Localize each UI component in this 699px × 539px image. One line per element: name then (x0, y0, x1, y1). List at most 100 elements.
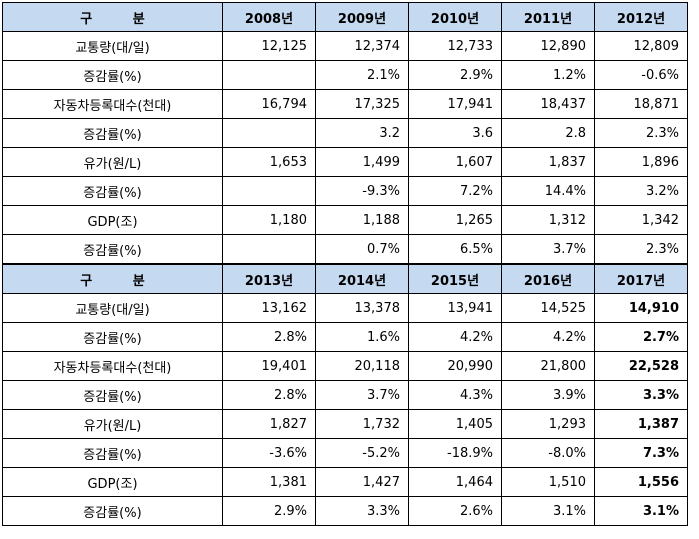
value-cell: 1,499 (315, 147, 409, 177)
value-cell: 3.7% (315, 380, 409, 410)
header-row: 구 분 2013년 2014년 2015년 2016년 2017년 (2, 263, 688, 294)
value-cell: -5.2% (315, 438, 409, 468)
value-cell: 12,374 (315, 31, 409, 61)
value-cell: 12,809 (594, 31, 688, 61)
value-cell (222, 234, 316, 265)
row-label: 증감률(%) (2, 176, 223, 206)
value-cell (222, 60, 316, 90)
value-cell: 21,800 (501, 351, 595, 381)
table-row: 자동차등록대수(천대) 19,401 20,118 20,990 21,800 22,52… (2, 351, 688, 381)
row-label: 증감률(%) (2, 234, 223, 265)
row-label: GDP(조) (2, 205, 223, 235)
table-row: 증감률(%) -9.3% 7.2% 14.4% 3.2% (2, 176, 688, 206)
value-cell: 12,125 (222, 31, 316, 61)
value-cell: 1,405 (408, 409, 502, 439)
row-label: 교통량(대/일) (2, 31, 223, 61)
row-label: 자동차등록대수(천대) (2, 89, 223, 119)
value-cell: 22,528 (594, 351, 688, 381)
value-cell: 1,342 (594, 205, 688, 235)
value-cell: 1,732 (315, 409, 409, 439)
value-cell: 3.9% (501, 380, 595, 410)
statistics-table-wrapper: 구 분 2008년 2009년 2010년 2011년 2012년 교통량(대/일) 12,1… (2, 2, 688, 526)
year-header: 2011년 (501, 2, 595, 32)
table-row: 증감률(%) 2.8% 1.6% 4.2% 4.2% 2.7% (2, 322, 688, 352)
value-cell: 14,910 (594, 293, 688, 323)
value-cell: 1,510 (501, 467, 595, 497)
header-row: 구 분 2008년 2009년 2010년 2011년 2012년 (2, 2, 688, 32)
value-cell (222, 176, 316, 206)
value-cell: 20,990 (408, 351, 502, 381)
row-label: 증감률(%) (2, 438, 223, 468)
value-cell: 4.2% (408, 322, 502, 352)
value-cell: 2.9% (408, 60, 502, 90)
value-cell: 18,871 (594, 89, 688, 119)
year-header: 2010년 (408, 2, 502, 32)
table-row: 교통량(대/일) 12,125 12,374 12,733 12,890 12,809 (2, 31, 688, 61)
value-cell: -3.6% (222, 438, 316, 468)
table-row: 교통량(대/일) 13,162 13,378 13,941 14,525 14,910 (2, 293, 688, 323)
value-cell: 4.3% (408, 380, 502, 410)
value-cell: 3.3% (315, 496, 409, 526)
value-cell: 1,180 (222, 205, 316, 235)
value-cell: 1.2% (501, 60, 595, 90)
value-cell: 13,378 (315, 293, 409, 323)
value-cell: 2.7% (594, 322, 688, 352)
value-cell: 2.8% (222, 322, 316, 352)
value-cell: -9.3% (315, 176, 409, 206)
value-cell: 17,325 (315, 89, 409, 119)
table-row: 증감률(%) 0.7% 6.5% 3.7% 2.3% (2, 234, 688, 265)
row-label: 유가(원/L) (2, 147, 223, 177)
row-label: 증감률(%) (2, 496, 223, 526)
value-cell: 1,607 (408, 147, 502, 177)
year-header: 2013년 (222, 263, 316, 294)
table-row: 증감률(%) 2.9% 3.3% 2.6% 3.1% 3.1% (2, 496, 688, 526)
value-cell: 19,401 (222, 351, 316, 381)
value-cell: 1,387 (594, 409, 688, 439)
table-row: 증감률(%) 3.2 3.6 2.8 2.3% (2, 118, 688, 148)
table-row: 유가(원/L) 1,827 1,732 1,405 1,293 1,387 (2, 409, 688, 439)
value-cell: 12,890 (501, 31, 595, 61)
row-label: 유가(원/L) (2, 409, 223, 439)
value-cell: 7.2% (408, 176, 502, 206)
value-cell: 3.2 (315, 118, 409, 148)
value-cell: 3.3% (594, 380, 688, 410)
row-label: 자동차등록대수(천대) (2, 351, 223, 381)
value-cell: 1,464 (408, 467, 502, 497)
row-label: 증감률(%) (2, 322, 223, 352)
value-cell: 2.3% (594, 234, 688, 265)
year-header: 2008년 (222, 2, 316, 32)
statistics-table: 구 분 2008년 2009년 2010년 2011년 2012년 교통량(대/일) 12,1… (2, 2, 688, 526)
value-cell: 2.3% (594, 118, 688, 148)
value-cell: 2.8 (501, 118, 595, 148)
value-cell: 1,556 (594, 467, 688, 497)
table-body: 구 분 2008년 2009년 2010년 2011년 2012년 교통량(대/일) 12,1… (2, 2, 688, 526)
value-cell: 1,896 (594, 147, 688, 177)
table-row: 증감률(%) -3.6% -5.2% -18.9% -8.0% 7.3% (2, 438, 688, 468)
value-cell: 16,794 (222, 89, 316, 119)
value-cell: 4.2% (501, 322, 595, 352)
row-label: 증감률(%) (2, 380, 223, 410)
value-cell: 17,941 (408, 89, 502, 119)
value-cell: 1,293 (501, 409, 595, 439)
value-cell: 1.6% (315, 322, 409, 352)
year-header: 2017년 (594, 263, 688, 294)
year-header: 2009년 (315, 2, 409, 32)
value-cell: 3.1% (594, 496, 688, 526)
value-cell: 3.6 (408, 118, 502, 148)
value-cell: 1,381 (222, 467, 316, 497)
value-cell: 20,118 (315, 351, 409, 381)
value-cell: -18.9% (408, 438, 502, 468)
value-cell: 2.6% (408, 496, 502, 526)
value-cell (222, 118, 316, 148)
year-header: 2012년 (594, 2, 688, 32)
year-header: 2014년 (315, 263, 409, 294)
row-label: GDP(조) (2, 467, 223, 497)
year-header: 2015년 (408, 263, 502, 294)
value-cell: 12,733 (408, 31, 502, 61)
table-row: 증감률(%) 2.1% 2.9% 1.2% -0.6% (2, 60, 688, 90)
row-label: 증감률(%) (2, 60, 223, 90)
table-row: 유가(원/L) 1,653 1,499 1,607 1,837 1,896 (2, 147, 688, 177)
value-cell: 14.4% (501, 176, 595, 206)
value-cell: 1,827 (222, 409, 316, 439)
value-cell: 2.9% (222, 496, 316, 526)
